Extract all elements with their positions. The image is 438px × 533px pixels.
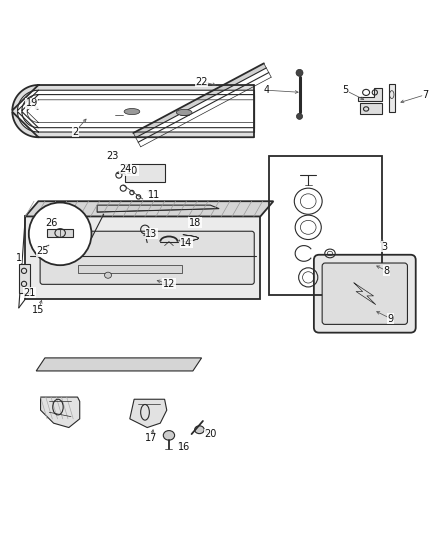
Text: 14: 14 — [180, 238, 192, 247]
Text: 7: 7 — [423, 90, 429, 100]
Text: 25: 25 — [36, 246, 49, 256]
Text: 21: 21 — [24, 288, 36, 297]
Polygon shape — [47, 229, 73, 237]
Text: 10: 10 — [126, 166, 138, 176]
Text: 15: 15 — [32, 305, 45, 315]
Text: 1: 1 — [16, 253, 22, 263]
Polygon shape — [360, 103, 382, 114]
Text: 8: 8 — [384, 266, 390, 276]
Text: 4: 4 — [264, 85, 270, 95]
Text: 19: 19 — [26, 98, 38, 108]
Polygon shape — [36, 358, 201, 371]
Ellipse shape — [163, 431, 175, 440]
Text: 26: 26 — [45, 218, 58, 228]
Polygon shape — [358, 88, 382, 101]
Ellipse shape — [194, 426, 204, 434]
Text: 24: 24 — [119, 164, 131, 174]
Polygon shape — [39, 85, 254, 90]
Text: 9: 9 — [388, 314, 394, 324]
Polygon shape — [78, 265, 182, 273]
Text: 18: 18 — [189, 218, 201, 228]
FancyBboxPatch shape — [314, 255, 416, 333]
Bar — [269, 156, 382, 295]
Text: 3: 3 — [381, 242, 388, 252]
Ellipse shape — [297, 114, 303, 119]
Text: 12: 12 — [163, 279, 175, 289]
Polygon shape — [25, 201, 273, 216]
Text: 16: 16 — [178, 442, 190, 452]
Text: 2: 2 — [72, 126, 78, 136]
Polygon shape — [25, 216, 260, 299]
Text: 13: 13 — [145, 229, 158, 239]
Text: 23: 23 — [106, 150, 119, 160]
Text: 5: 5 — [342, 85, 348, 95]
Polygon shape — [130, 399, 167, 427]
Ellipse shape — [177, 109, 192, 116]
Circle shape — [29, 203, 92, 265]
Text: 22: 22 — [195, 77, 208, 86]
Polygon shape — [133, 63, 266, 138]
Polygon shape — [41, 397, 80, 427]
FancyBboxPatch shape — [40, 231, 254, 284]
Polygon shape — [97, 205, 219, 212]
Polygon shape — [19, 264, 30, 293]
Polygon shape — [125, 164, 165, 182]
FancyBboxPatch shape — [322, 263, 407, 325]
Polygon shape — [12, 85, 39, 137]
Text: 17: 17 — [145, 433, 158, 443]
Ellipse shape — [105, 272, 112, 278]
Text: 20: 20 — [204, 429, 216, 439]
Ellipse shape — [124, 109, 140, 115]
Text: 11: 11 — [148, 190, 160, 200]
Polygon shape — [389, 84, 395, 112]
Polygon shape — [39, 132, 254, 137]
Ellipse shape — [296, 69, 303, 76]
